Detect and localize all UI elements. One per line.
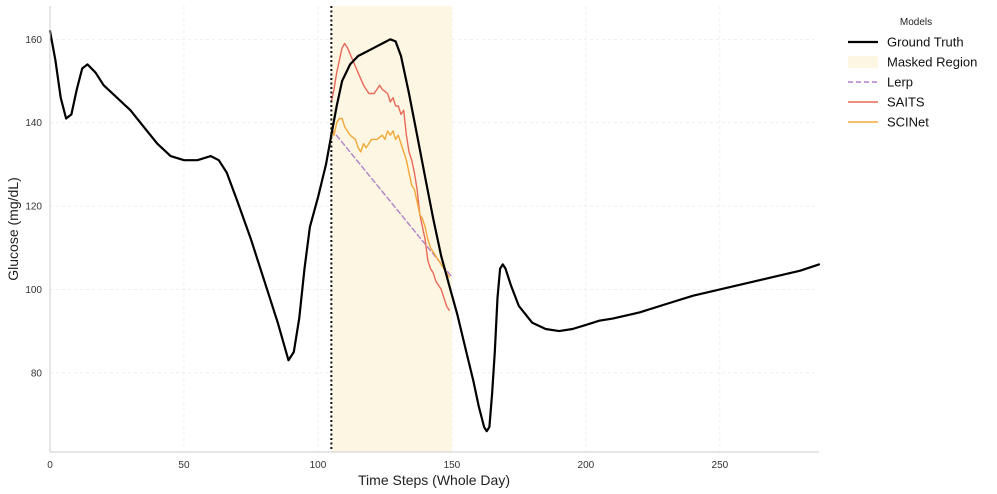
tick-labels: 0 50 100 150 200 250 80 100 120 140 160 [25,35,728,471]
x-tick-label: 200 [578,460,595,471]
series-line-scinet [330,117,450,278]
masked-region-rect [331,6,452,452]
series-line-lerp [330,128,453,278]
legend-label-scinet: SCINet [887,115,929,130]
masked-region-band [331,6,452,452]
legend-title: Models [900,17,932,28]
legend-label-masked-region: Masked Region [887,55,977,70]
y-tick-label: 100 [25,285,42,296]
y-tick-label: 140 [25,118,42,129]
legend-label-lerp: Lerp [887,75,913,90]
y-axis-label: Glucose (mg/dL) [5,177,21,280]
x-tick-label: 0 [47,460,53,471]
series-lines [48,6,821,452]
x-axis-label: Time Steps (Whole Day) [358,472,510,488]
legend: Models Ground Truth Masked Region Lerp SAIT… [848,17,977,130]
legend-label-ground-truth: Ground Truth [887,35,964,50]
x-tick-label: 50 [178,460,190,471]
x-tick-label: 150 [444,460,461,471]
x-tick-label: 100 [310,460,327,471]
y-tick-label: 120 [25,202,42,213]
series-line-saits [330,42,450,311]
x-tick-label: 250 [712,460,729,471]
y-tick-label: 160 [25,35,42,46]
axes [49,6,819,453]
y-tick-label: 80 [31,368,43,379]
series-line-ground-truth [48,29,821,433]
legend-swatch-masked-region [848,56,878,68]
legend-label-saits: SAITS [887,95,925,110]
